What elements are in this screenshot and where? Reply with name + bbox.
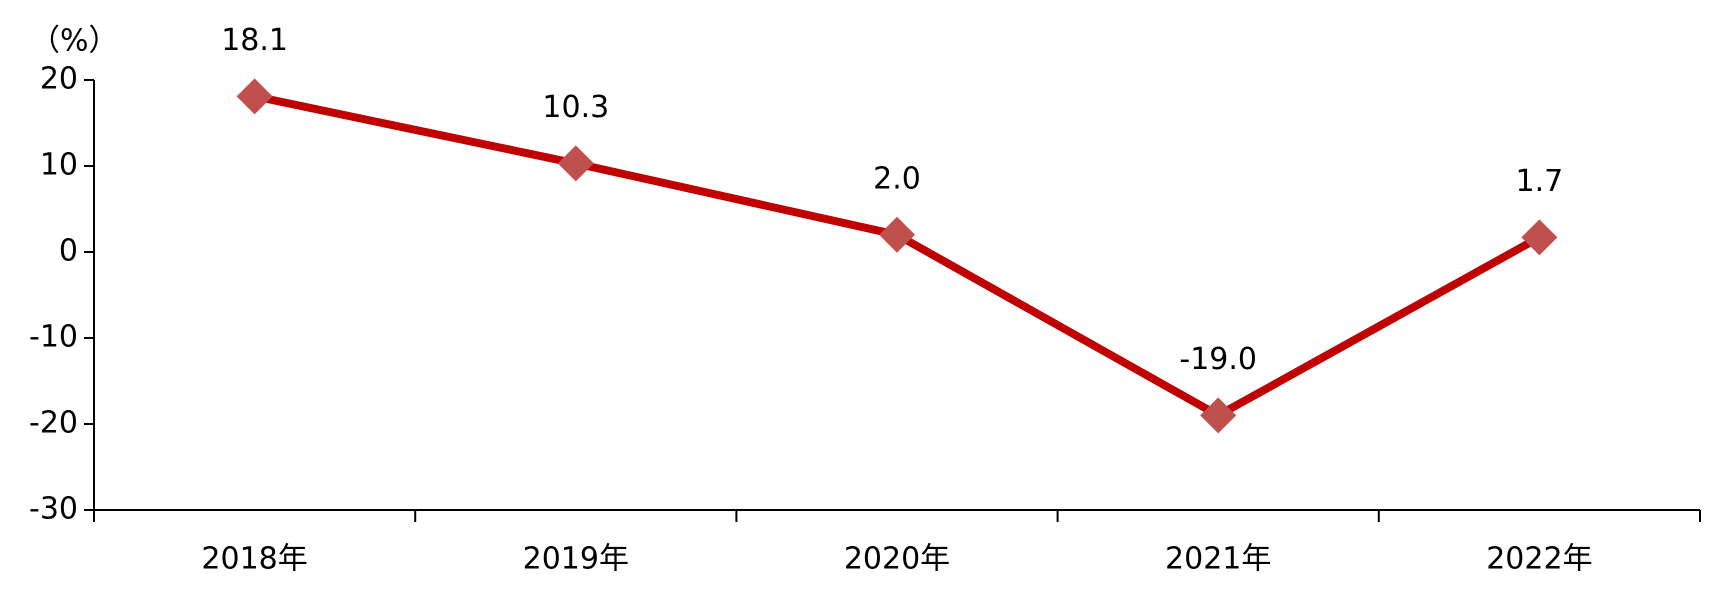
x-tick-label: 2019年 xyxy=(523,542,629,577)
value-label: 1.7 xyxy=(1516,164,1564,199)
x-tick-label: 2021年 xyxy=(1165,542,1271,577)
marker xyxy=(236,78,273,115)
value-label: 10.3 xyxy=(542,90,609,125)
line xyxy=(253,92,1542,420)
marker xyxy=(1200,397,1237,434)
y-tick-label: -20 xyxy=(29,406,78,441)
value-label: 18.1 xyxy=(221,23,288,58)
y-tick-label: 10 xyxy=(40,148,78,183)
y-tick-label: 20 xyxy=(40,62,78,97)
x-tick-label: 2020年 xyxy=(844,542,950,577)
marker xyxy=(557,145,594,182)
y-axis-label: （%） xyxy=(30,24,119,59)
value-label: -19.0 xyxy=(1179,342,1257,377)
y-tick-label: -30 xyxy=(29,492,78,527)
y-tick-label: -10 xyxy=(29,320,78,355)
x-tick-label: 2018年 xyxy=(201,542,307,577)
x-tick-label: 2022年 xyxy=(1486,542,1592,577)
y-tick-label: 0 xyxy=(59,234,78,269)
value-label: 2.0 xyxy=(873,161,921,196)
marker xyxy=(879,216,915,253)
marker xyxy=(1521,219,1558,256)
